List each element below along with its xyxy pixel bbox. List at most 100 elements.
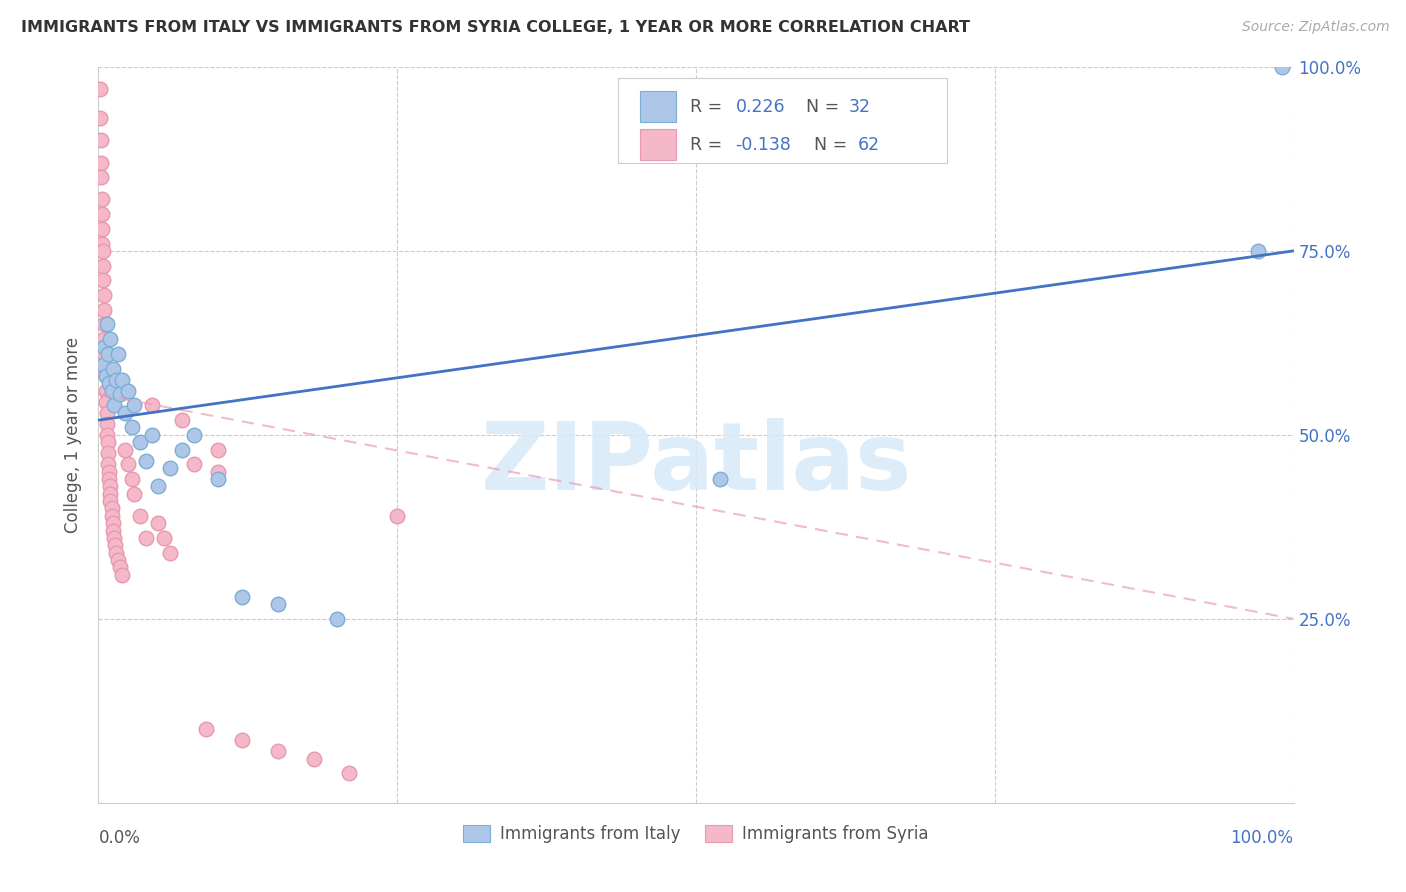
- Point: [91, 222, 114, 236]
- Point: [93, 340, 115, 354]
- Point: [98, 494, 122, 508]
- Legend: Immigrants from Italy, Immigrants from Syria: Immigrants from Italy, Immigrants from S…: [457, 818, 935, 850]
- Point: [105, 545, 128, 560]
- Point: [103, 398, 125, 412]
- Text: 0.226: 0.226: [735, 97, 785, 116]
- Point: [98, 487, 122, 501]
- Point: [117, 457, 139, 471]
- Point: [94, 369, 117, 384]
- Text: -0.138: -0.138: [735, 136, 792, 154]
- Point: [108, 560, 131, 574]
- Point: [101, 361, 124, 376]
- Point: [121, 472, 143, 486]
- Point: [385, 508, 409, 523]
- Point: [148, 479, 170, 493]
- Point: [121, 420, 143, 434]
- Point: [96, 417, 118, 431]
- Point: [195, 723, 218, 737]
- Point: [124, 398, 146, 412]
- Text: 32: 32: [849, 97, 870, 116]
- Point: [100, 384, 122, 398]
- Point: [129, 435, 152, 450]
- Point: [96, 318, 118, 332]
- Point: [90, 155, 112, 169]
- Point: [91, 259, 114, 273]
- Point: [90, 170, 112, 185]
- Point: [91, 244, 114, 258]
- Point: [107, 553, 129, 567]
- Point: [89, 112, 111, 126]
- Point: [105, 373, 128, 387]
- Point: [93, 332, 115, 346]
- Point: [709, 472, 731, 486]
- Point: [207, 472, 229, 486]
- Point: [94, 369, 117, 384]
- Point: [117, 384, 139, 398]
- Point: [153, 531, 176, 545]
- Point: [91, 236, 114, 251]
- Point: [207, 442, 229, 457]
- Point: [107, 347, 129, 361]
- Text: IMMIGRANTS FROM ITALY VS IMMIGRANTS FROM SYRIA COLLEGE, 1 YEAR OR MORE CORRELATI: IMMIGRANTS FROM ITALY VS IMMIGRANTS FROM…: [21, 20, 970, 35]
- Point: [93, 302, 115, 317]
- Point: [90, 133, 112, 147]
- Point: [93, 347, 115, 361]
- Point: [148, 516, 170, 530]
- Point: [98, 472, 121, 486]
- Point: [124, 487, 146, 501]
- Point: [114, 442, 136, 457]
- Bar: [640, 91, 676, 122]
- Point: [91, 193, 114, 207]
- Point: [302, 751, 325, 765]
- Text: N =: N =: [814, 136, 853, 154]
- Point: [172, 442, 194, 457]
- Point: [267, 597, 290, 611]
- Point: [101, 524, 124, 538]
- Point: [114, 406, 136, 420]
- Point: [104, 538, 127, 552]
- Point: [94, 394, 117, 409]
- Point: [159, 545, 181, 560]
- Point: [1247, 244, 1270, 258]
- Point: [183, 427, 205, 442]
- Point: [135, 453, 157, 467]
- Point: [129, 508, 152, 523]
- Point: [1271, 60, 1294, 74]
- FancyBboxPatch shape: [619, 78, 948, 162]
- Point: [100, 508, 122, 523]
- Point: [103, 531, 125, 545]
- Point: [97, 347, 120, 361]
- Point: [96, 427, 118, 442]
- Text: N =: N =: [806, 97, 845, 116]
- Point: [98, 479, 122, 493]
- Point: [97, 457, 120, 471]
- Point: [207, 465, 229, 479]
- Point: [98, 465, 121, 479]
- Point: [172, 413, 194, 427]
- Point: [91, 207, 114, 221]
- Point: [141, 427, 163, 442]
- Point: [98, 332, 122, 346]
- Point: [231, 733, 253, 747]
- Point: [96, 406, 118, 420]
- Text: R =: R =: [690, 136, 728, 154]
- Point: [108, 387, 131, 401]
- Point: [135, 531, 157, 545]
- Point: [93, 288, 115, 302]
- Point: [339, 766, 361, 780]
- Point: [100, 501, 122, 516]
- Text: 62: 62: [858, 136, 879, 154]
- Point: [231, 590, 253, 604]
- Text: R =: R =: [690, 97, 728, 116]
- Point: [111, 567, 134, 582]
- Point: [98, 376, 121, 391]
- Point: [94, 384, 117, 398]
- Point: [183, 457, 205, 471]
- Point: [267, 744, 290, 758]
- Point: [101, 516, 124, 530]
- Point: [91, 358, 114, 372]
- Point: [159, 461, 181, 475]
- Y-axis label: College, 1 year or more: College, 1 year or more: [65, 337, 83, 533]
- Point: [111, 373, 134, 387]
- Point: [326, 612, 349, 626]
